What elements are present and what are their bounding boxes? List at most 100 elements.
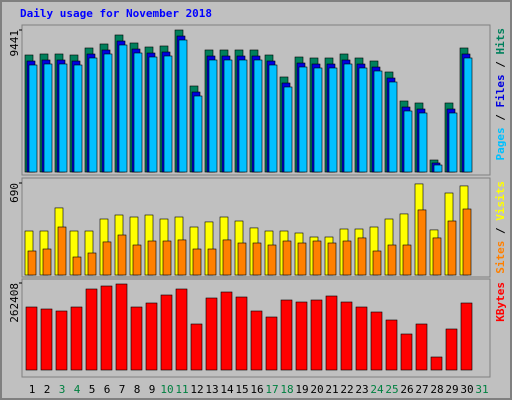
- bar: [118, 44, 128, 173]
- x-tick-label: 3: [59, 383, 66, 396]
- x-tick-label: 24: [370, 383, 384, 396]
- bar: [148, 56, 158, 173]
- legend-separator: /: [494, 55, 507, 75]
- bar: [312, 240, 322, 276]
- legend: KBytes: [494, 282, 507, 322]
- legend: Pages / Files / Hits: [494, 28, 507, 161]
- bar: [103, 53, 113, 173]
- x-tick-label: 18: [280, 383, 293, 396]
- bar: [328, 67, 338, 173]
- bar: [403, 110, 413, 173]
- x-tick-label: 19: [295, 383, 308, 396]
- bar: [223, 59, 233, 173]
- bar: [265, 316, 278, 371]
- bar: [385, 319, 398, 371]
- bar: [238, 59, 248, 173]
- bar: [313, 67, 323, 173]
- bar: [280, 299, 293, 371]
- x-tick-label: 1: [29, 383, 36, 396]
- bar: [72, 256, 82, 276]
- bar: [445, 328, 458, 371]
- x-tick-label: 15: [235, 383, 248, 396]
- bar: [448, 112, 458, 173]
- bar: [115, 283, 128, 371]
- bar: [40, 308, 53, 371]
- bar: [400, 333, 413, 371]
- bar: [162, 240, 172, 276]
- x-tick-label: 21: [325, 383, 338, 396]
- bar: [357, 237, 367, 276]
- bar: [327, 242, 337, 276]
- bar: [267, 244, 277, 276]
- bar: [190, 323, 203, 371]
- legend-separator: /: [494, 221, 507, 241]
- bar: [342, 240, 352, 276]
- bar: [132, 244, 142, 276]
- bar: [358, 67, 368, 173]
- x-tick-label: 16: [250, 383, 263, 396]
- x-tick-label: 27: [415, 383, 428, 396]
- bar: [102, 241, 112, 276]
- bar: [208, 59, 218, 173]
- legend-entry: Files: [494, 74, 507, 107]
- bar: [27, 250, 37, 276]
- bar: [295, 301, 308, 371]
- x-tick-label: 26: [400, 383, 413, 396]
- bar: [235, 296, 248, 371]
- bar: [325, 295, 338, 371]
- bar: [88, 57, 98, 173]
- x-tick-label: 2: [44, 383, 51, 396]
- bar: [415, 323, 428, 371]
- x-tick-label: 7: [119, 383, 126, 396]
- bar: [430, 356, 443, 371]
- bar: [388, 81, 398, 173]
- bar: [310, 299, 323, 371]
- bar: [462, 208, 472, 276]
- bar: [87, 252, 97, 276]
- bar: [192, 248, 202, 276]
- x-tick-label: 10: [160, 383, 173, 396]
- bar: [283, 86, 293, 173]
- bar: [402, 244, 412, 276]
- legend-entry: Hits: [494, 28, 507, 55]
- x-tick-label: 22: [340, 383, 353, 396]
- bar: [432, 237, 442, 276]
- bar: [417, 209, 427, 276]
- bar: [340, 301, 353, 371]
- legend-entry: Sites: [494, 241, 507, 274]
- bar: [252, 242, 262, 276]
- x-tick-label: 29: [445, 383, 458, 396]
- x-tick-label: 9: [149, 383, 156, 396]
- bar: [282, 240, 292, 276]
- bar: [237, 242, 247, 276]
- bar: [85, 288, 98, 371]
- x-tick-label: 30: [460, 383, 473, 396]
- legend-entry: Visits: [494, 181, 507, 221]
- x-tick-label: 28: [430, 383, 443, 396]
- bar: [447, 220, 457, 276]
- bar: [145, 302, 158, 371]
- y-tick-label: 690: [8, 183, 21, 203]
- bar: [343, 63, 353, 173]
- x-tick-label: 6: [104, 383, 111, 396]
- bar: [387, 244, 397, 276]
- x-tick-label: 23: [355, 383, 368, 396]
- bar: [220, 291, 233, 371]
- bar: [370, 311, 383, 371]
- y-tick-label: 262408: [8, 283, 21, 323]
- x-tick-label: 12: [190, 383, 203, 396]
- bar: [372, 250, 382, 276]
- bar: [355, 306, 368, 371]
- legend: Sites / Visits: [494, 181, 507, 274]
- bar: [28, 64, 38, 173]
- legend-entry: KBytes: [494, 282, 507, 322]
- x-tick-label: 8: [134, 383, 141, 396]
- bar: [177, 239, 187, 276]
- bar: [133, 52, 143, 173]
- y-tick-label: 9441: [8, 30, 21, 57]
- bar: [207, 248, 217, 276]
- bar: [463, 57, 473, 173]
- bar: [57, 226, 67, 276]
- bar: [418, 112, 428, 173]
